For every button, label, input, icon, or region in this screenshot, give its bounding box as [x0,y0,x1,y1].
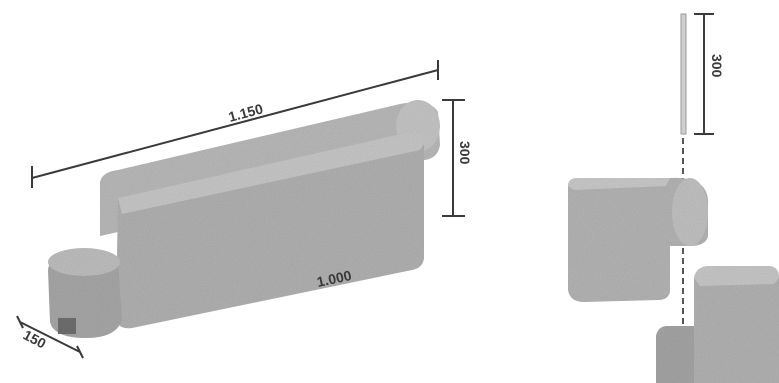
dimension-300-left [442,99,465,217]
upper-l-piece [568,177,708,302]
lower-l-piece [656,266,779,383]
dimension-150 [16,315,84,359]
front-panel [116,131,424,329]
reference-bar [680,13,687,135]
upper-l-piece-cap [672,178,708,246]
dimension-1150 [31,60,439,188]
dimension-300-right [694,13,714,135]
label-300-left: 300 [457,141,473,165]
front-panel-top-edge [118,131,424,214]
label-150: 150 [21,327,49,352]
front-cylinder-top [48,248,120,276]
label-1000: 1.000 [315,267,353,290]
long-block [48,100,440,338]
label-300-right: 300 [709,54,725,78]
corner-marker [58,318,76,334]
